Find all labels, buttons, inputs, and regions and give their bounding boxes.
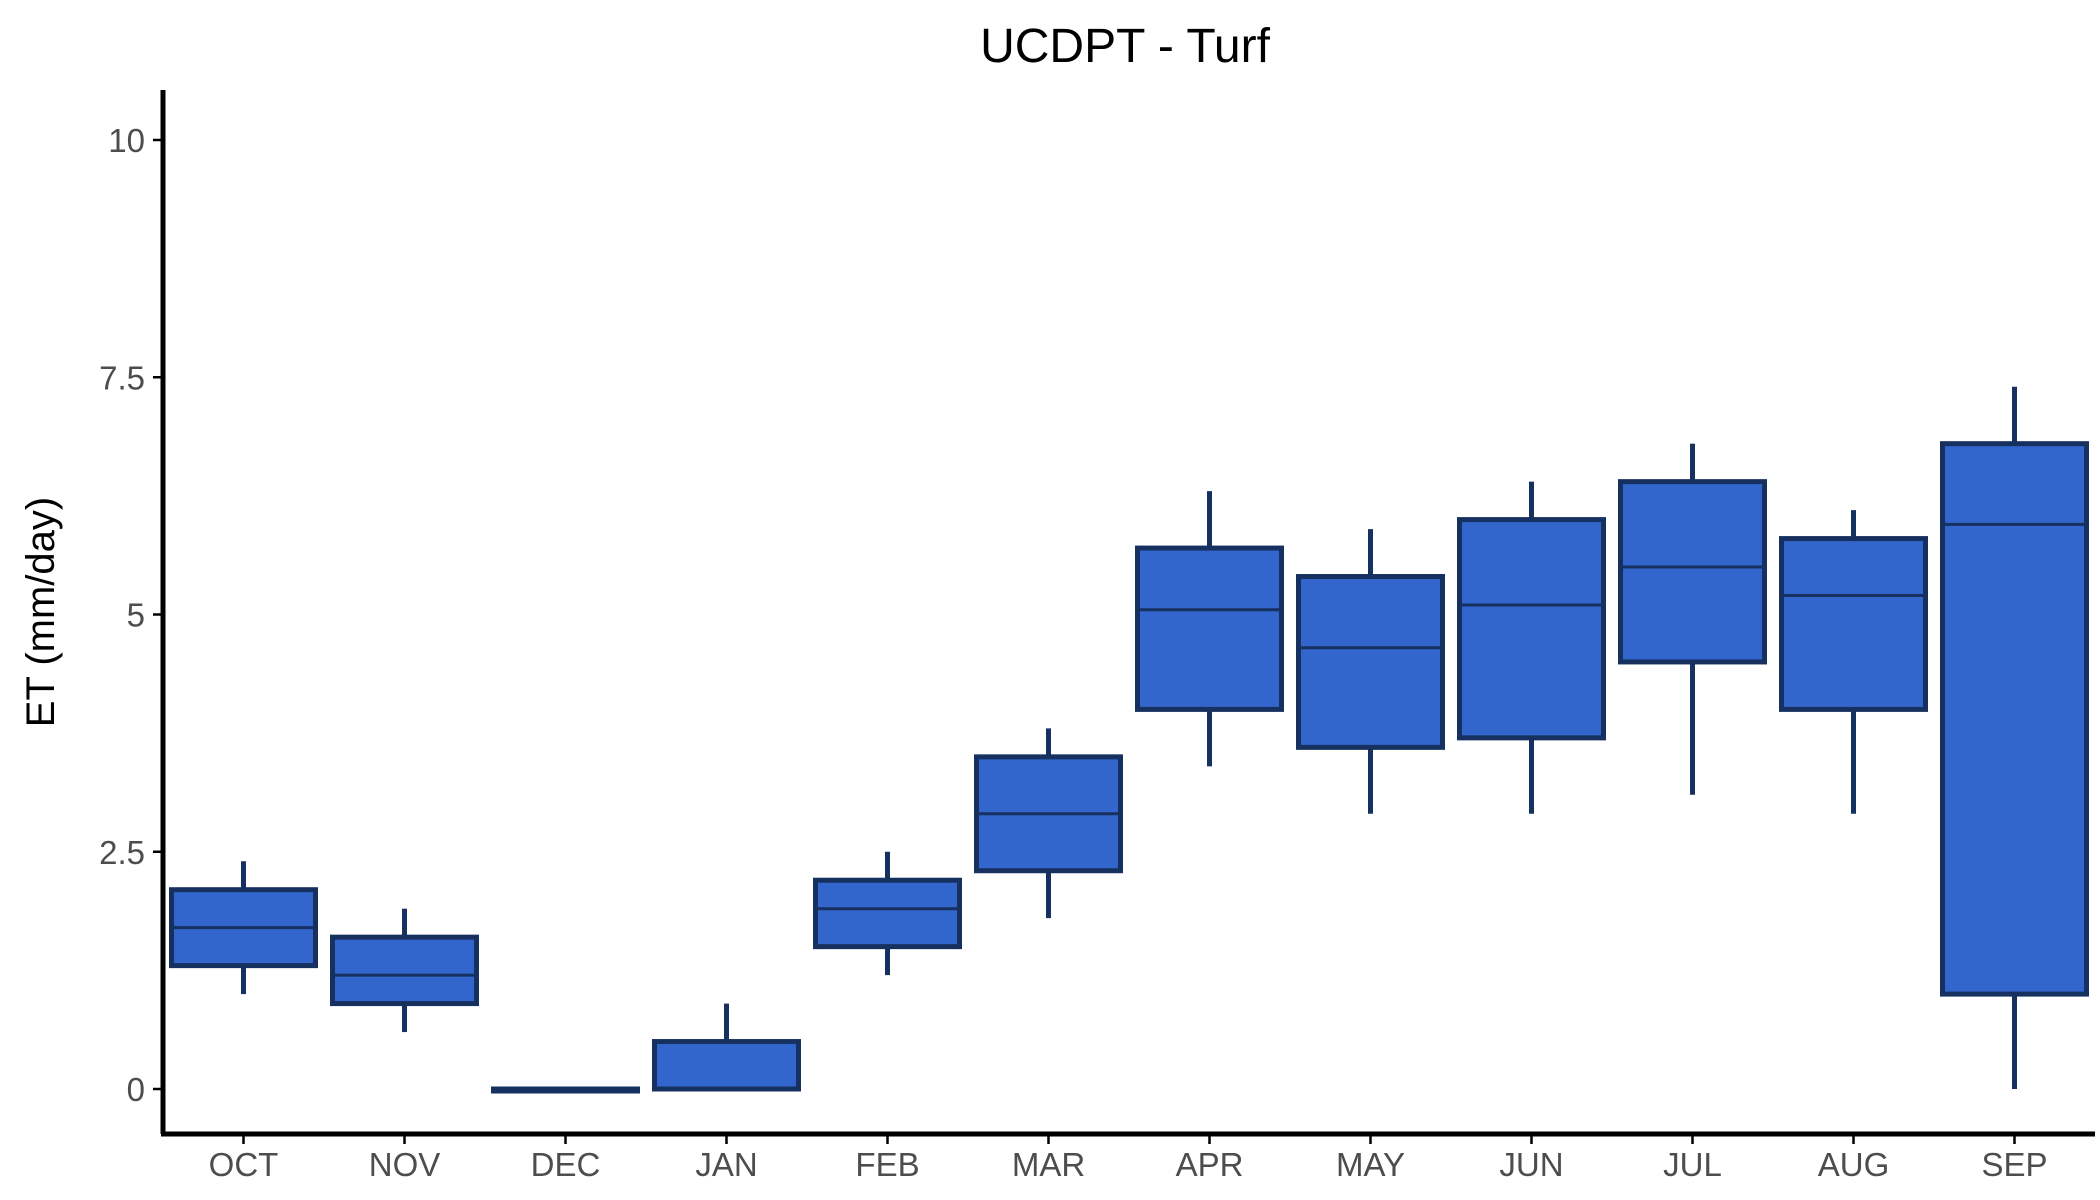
box-group-aug [1779, 510, 1928, 814]
x-tick-label: JAN [695, 1146, 757, 1183]
x-tick-label: MAY [1336, 1146, 1405, 1183]
x-tick-label: SEP [1981, 1146, 2047, 1183]
box-iqr [813, 877, 962, 950]
x-tick-label: OCT [209, 1146, 279, 1183]
box-iqr [1135, 545, 1284, 712]
x-tick-label: MAR [1012, 1146, 1085, 1183]
x-tick-label: AUG [1818, 1146, 1890, 1183]
y-tick-label: 10 [108, 122, 145, 159]
box-group-nov [330, 908, 479, 1033]
x-tick-label: JUN [1499, 1146, 1563, 1183]
box-iqr [1618, 479, 1767, 665]
box-iqr [1457, 517, 1606, 741]
y-axis-title: ET (mm/day) [19, 497, 63, 727]
plot-area: 0 2.5 5 7.5 10 OCT NOV DEC JAN FEB MAR APR MAY JUN JUL… [99, 90, 2095, 1183]
box-group-may [1296, 529, 1445, 814]
box-group-jan [652, 1003, 801, 1092]
box-group-jul [1618, 443, 1767, 795]
x-tick-label: APR [1176, 1146, 1244, 1183]
box-group-sep [1940, 386, 2089, 1089]
box-group-dec [491, 1086, 640, 1094]
x-tick-label: FEB [855, 1146, 919, 1183]
box-iqr [330, 934, 479, 1007]
box-group-mar [974, 728, 1123, 919]
box-group-oct [169, 861, 318, 995]
y-tick-label: 7.5 [99, 359, 145, 396]
chart-title: UCDPT - Turf [980, 20, 1270, 73]
box-iqr [1296, 574, 1445, 750]
y-tick-label: 5 [127, 597, 145, 634]
box-group-jun [1457, 481, 1606, 814]
x-tick-label: DEC [531, 1146, 601, 1183]
x-tick-label: JUL [1663, 1146, 1722, 1183]
y-tick-label: 0 [127, 1071, 145, 1108]
x-tick-label: NOV [369, 1146, 441, 1183]
box-iqr [1779, 536, 1928, 712]
box-group-feb [813, 851, 962, 976]
y-tick-label: 2.5 [99, 834, 145, 871]
box-iqr [652, 1039, 801, 1092]
box-iqr [1940, 441, 2089, 997]
box-group-apr [1135, 491, 1284, 767]
